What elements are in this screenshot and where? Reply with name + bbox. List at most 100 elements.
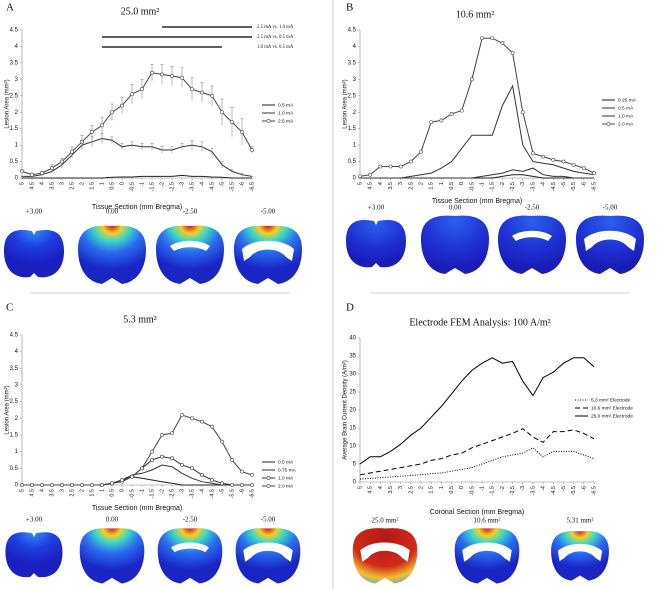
data-point bbox=[150, 70, 154, 75]
x-axis-title: Tissue Section (mm Bregma) bbox=[432, 198, 522, 205]
series-line bbox=[359, 428, 595, 476]
data-point bbox=[571, 162, 576, 167]
data-point bbox=[490, 36, 495, 41]
x-tick-label: -4 bbox=[541, 486, 547, 491]
error-bar bbox=[240, 172, 244, 177]
data-point bbox=[210, 93, 214, 98]
x-tick-label: -2.5 bbox=[510, 486, 516, 495]
data-point bbox=[510, 51, 515, 55]
image-label: 0.00 bbox=[106, 208, 119, 216]
data-point bbox=[210, 424, 214, 429]
x-tick-label: -5.5 bbox=[229, 489, 235, 498]
error-bar bbox=[230, 169, 234, 174]
data-point bbox=[180, 463, 184, 467]
x-tick-label: -1 bbox=[480, 182, 486, 187]
data-point bbox=[520, 110, 525, 115]
x-tick-label: -6 bbox=[239, 489, 245, 494]
brain-images bbox=[5, 528, 301, 584]
y-tick-label: 4.5 bbox=[10, 333, 19, 339]
x-tick-label: 1 bbox=[99, 182, 105, 185]
data-point bbox=[190, 416, 194, 421]
image-label: -5.00 bbox=[261, 516, 276, 524]
data-point bbox=[40, 483, 44, 487]
error-bar bbox=[210, 148, 214, 155]
data-point bbox=[250, 473, 254, 477]
x-tick-label: -4.5 bbox=[551, 486, 557, 495]
data-point bbox=[419, 149, 423, 154]
x-tick-label: -0.5 bbox=[129, 489, 135, 498]
x-tick-label: -6 bbox=[239, 182, 245, 187]
x-tick-label: -6.5 bbox=[249, 489, 255, 498]
data-point bbox=[140, 466, 144, 471]
data-point bbox=[160, 72, 164, 77]
data-point bbox=[170, 74, 174, 78]
data-point bbox=[60, 483, 64, 487]
x-tick-label: 3 bbox=[398, 182, 404, 185]
x-tick-label: -5.5 bbox=[571, 182, 577, 191]
y-tick-label: 0 bbox=[353, 480, 357, 486]
x-tick-label: 4 bbox=[378, 182, 384, 185]
data-point bbox=[480, 36, 484, 41]
data-point bbox=[581, 166, 586, 171]
x-tick-label: 1 bbox=[439, 182, 445, 185]
data-point bbox=[120, 478, 124, 482]
image-label: +3.00 bbox=[368, 204, 385, 212]
y-tick-label: 30 bbox=[349, 372, 356, 378]
legend-label: 2.5 mA bbox=[278, 118, 294, 124]
y-tick-label: 0.5 bbox=[10, 466, 19, 472]
data-point bbox=[20, 169, 24, 174]
x-axis-title: Tissue Section (mm Bregma) bbox=[92, 204, 182, 211]
legend-label: 2.0 mA bbox=[618, 121, 634, 127]
x-tick-label: 1 bbox=[439, 486, 445, 489]
x-tick-label: -4.5 bbox=[209, 489, 215, 498]
y-tick-label: 15 bbox=[349, 426, 356, 432]
y-axis-title: Lesion Area (mm²) bbox=[343, 79, 349, 128]
data-point bbox=[250, 483, 254, 487]
x-tick-label: 4.5 bbox=[368, 486, 374, 494]
y-tick-label: 1.5 bbox=[10, 126, 19, 132]
x-tick-label: -2.5 bbox=[510, 182, 516, 191]
y-tick-label: 2.5 bbox=[348, 93, 357, 99]
panel-label: C bbox=[6, 302, 13, 314]
data-point bbox=[531, 151, 535, 156]
data-point bbox=[80, 483, 84, 487]
x-tick-label: -2.5 bbox=[169, 182, 175, 191]
image-label: -2.50 bbox=[183, 516, 198, 524]
chart-title: 10.6 mm² bbox=[456, 9, 495, 20]
y-tick-label: 1.5 bbox=[10, 433, 19, 439]
error-bar bbox=[160, 146, 164, 154]
image-label: +3.00 bbox=[26, 208, 43, 216]
error-bar bbox=[170, 146, 174, 154]
data-point bbox=[30, 172, 34, 177]
series-line bbox=[359, 37, 595, 177]
data-point bbox=[160, 454, 164, 459]
error-bar bbox=[220, 161, 224, 169]
data-point bbox=[70, 483, 74, 487]
y-tick-label: 2 bbox=[353, 110, 357, 116]
brain-images bbox=[4, 225, 302, 284]
data-point bbox=[140, 87, 144, 92]
y-tick-label: 25 bbox=[349, 390, 356, 396]
y-tick-label: 3 bbox=[353, 77, 357, 83]
data-point bbox=[110, 110, 114, 115]
x-tick-label: 4.5 bbox=[29, 182, 35, 190]
data-point bbox=[100, 123, 104, 128]
x-tick-label: -5 bbox=[561, 486, 567, 491]
x-tick-label: 4.5 bbox=[368, 182, 374, 190]
legend-label: 0.5 mA bbox=[278, 459, 294, 465]
image-label: 0.00 bbox=[449, 204, 462, 212]
x-tick-label: 0.5 bbox=[109, 182, 115, 190]
data-point bbox=[230, 483, 234, 487]
data-point bbox=[220, 481, 224, 486]
legend-label: 2.0 mA bbox=[278, 483, 294, 489]
image-label: -2.50 bbox=[525, 204, 540, 212]
y-tick-label: 3 bbox=[15, 77, 19, 83]
x-tick-label: -4.5 bbox=[551, 182, 557, 191]
x-tick-label: -3.5 bbox=[530, 486, 536, 495]
x-tick-label: -2.5 bbox=[169, 489, 175, 498]
x-tick-label: 1.5 bbox=[429, 182, 435, 190]
x-tick-label: 3.5 bbox=[49, 182, 55, 190]
x-tick-label: 5 bbox=[357, 182, 363, 185]
data-point bbox=[90, 130, 94, 134]
data-point bbox=[80, 139, 84, 144]
